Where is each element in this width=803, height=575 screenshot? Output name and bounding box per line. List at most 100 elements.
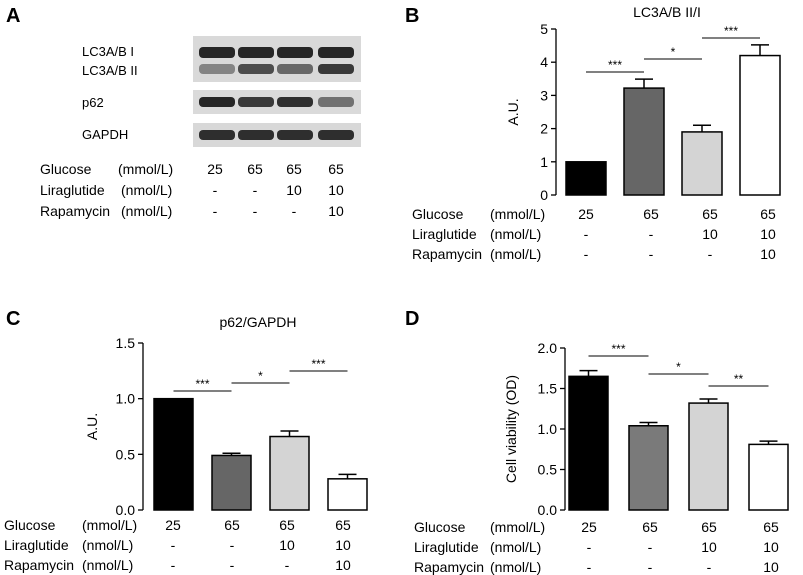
band-lc3-ii-lane-3 — [277, 64, 313, 74]
y-tick-label-0: 0.0 — [538, 502, 558, 518]
significance-label-3: *** — [724, 24, 738, 38]
band-gapdh-lane-4 — [318, 130, 354, 140]
band-lc3-ii-lane-4 — [318, 64, 354, 74]
bar-1 — [153, 397, 194, 511]
panel-letter-b: B — [405, 5, 419, 27]
condition-value-1-1: - — [230, 537, 235, 553]
bar-2 — [623, 87, 665, 196]
bar-3 — [681, 131, 723, 196]
condition-value-0-3: 65 — [760, 206, 776, 222]
condition-value-2-3: 10 — [328, 203, 344, 219]
condition-value-2-2: - — [285, 557, 290, 573]
blot-band-label-lc3-ii: LC3A/B II — [82, 63, 138, 78]
blot-band-label-p62: p62 — [82, 95, 104, 110]
bar-3 — [688, 402, 729, 511]
condition-value-2-3: 10 — [760, 246, 776, 262]
condition-value-2-2: - — [707, 559, 712, 575]
significance-label-1: *** — [611, 342, 625, 356]
condition-value-1-0: - — [171, 537, 176, 553]
significance-label-2: * — [676, 360, 681, 374]
band-lc3-i-lane-3 — [277, 47, 313, 58]
condition-unit-0: (mmol/L) — [490, 206, 545, 222]
condition-unit-0: (mmol/L) — [118, 161, 173, 177]
y-tick-label-3: 3 — [540, 87, 548, 103]
band-lc3-i-lane-4 — [318, 47, 354, 58]
y-tick-label-1: 0.5 — [538, 462, 558, 478]
condition-value-0-3: 65 — [335, 517, 351, 533]
y-axis-label: A.U. — [84, 413, 100, 440]
condition-value-1-0: - — [584, 226, 589, 242]
condition-unit-0: (mmol/L) — [490, 519, 545, 535]
chart-title: LC3A/B II/I — [633, 4, 701, 20]
band-lc3-i-lane-1 — [199, 47, 235, 58]
condition-value-1-1: - — [649, 226, 654, 242]
condition-unit-1: (nmol/L) — [121, 182, 172, 198]
y-tick-label-3: 1.5 — [538, 381, 558, 397]
condition-table-a: Glucose (mmol/L) 25 65 65 65 Liraglutide (nmol/… — [40, 161, 344, 219]
significance-label-1: *** — [608, 58, 622, 72]
y-tick-label-4: 2.0 — [538, 340, 558, 356]
condition-value-2-1: - — [648, 559, 653, 575]
band-p62-lane-2 — [238, 97, 274, 107]
y-tick-label-4: 4 — [540, 54, 548, 70]
condition-table-c: Glucose (mmol/L) 25 65 65 65 Liraglutide (nmol/… — [4, 517, 351, 573]
bar-3 — [269, 435, 310, 511]
condition-value-0-2: 65 — [279, 517, 295, 533]
condition-value-0-1: 65 — [247, 161, 263, 177]
condition-value-2-1: - — [253, 203, 258, 219]
condition-value-2-2: - — [708, 246, 713, 262]
condition-label-2: Rapamycin — [4, 557, 74, 573]
condition-value-0-0: 25 — [207, 161, 223, 177]
bar-4 — [739, 54, 781, 196]
band-gapdh-lane-2 — [238, 130, 274, 140]
significance-label-3: ** — [734, 372, 744, 386]
condition-unit-2: (nmol/L) — [490, 559, 541, 575]
condition-unit-0: (mmol/L) — [82, 517, 137, 533]
band-p62-lane-3 — [277, 97, 313, 107]
significance-label-1: *** — [195, 377, 209, 391]
condition-value-0-0: 25 — [578, 206, 594, 222]
condition-value-0-1: 65 — [642, 519, 658, 535]
condition-value-0-0: 25 — [165, 517, 181, 533]
condition-label-2: Rapamycin — [40, 203, 110, 219]
condition-unit-1: (nmol/L) — [490, 539, 541, 555]
condition-value-0-3: 65 — [763, 519, 779, 535]
band-gapdh-lane-3 — [277, 130, 313, 140]
bar-4 — [327, 478, 368, 511]
condition-value-2-1: - — [230, 557, 235, 573]
condition-value-2-0: - — [213, 203, 218, 219]
condition-value-1-3: 10 — [328, 182, 344, 198]
condition-value-1-3: 10 — [760, 226, 776, 242]
condition-value-1-0: - — [587, 539, 592, 555]
bar-2 — [211, 454, 252, 511]
condition-value-1-3: 10 — [763, 539, 779, 555]
condition-value-0-2: 65 — [702, 206, 718, 222]
condition-unit-2: (nmol/L) — [121, 203, 172, 219]
condition-value-2-3: 10 — [763, 559, 779, 575]
y-tick-label-5: 5 — [540, 21, 548, 37]
condition-value-0-1: 65 — [643, 206, 659, 222]
bar-2 — [628, 425, 669, 511]
y-axis-label: Cell viability (OD) — [503, 375, 519, 483]
condition-label-2: Rapamycin — [414, 559, 484, 575]
condition-value-1-1: - — [648, 539, 653, 555]
condition-label-1: Liraglutide — [40, 182, 105, 198]
condition-value-0-1: 65 — [224, 517, 240, 533]
panel-letter-c: C — [6, 308, 20, 330]
condition-unit-2: (nmol/L) — [82, 557, 133, 573]
bar-4 — [748, 443, 789, 511]
panel-letter-a: A — [6, 5, 20, 27]
band-p62-lane-1 — [199, 97, 235, 107]
blot-bands — [199, 47, 354, 140]
condition-value-1-2: 10 — [286, 182, 302, 198]
y-tick-label-1: 1 — [540, 154, 548, 170]
condition-table-b: Glucose (mmol/L) 25 65 65 65 Liraglutide (nmol/… — [412, 206, 776, 262]
band-lc3-ii-lane-1 — [199, 64, 235, 74]
condition-label-1: Liraglutide — [4, 537, 69, 553]
y-tick-label-2: 1.0 — [116, 391, 136, 407]
condition-value-1-2: 10 — [702, 226, 718, 242]
y-tick-label-1: 0.5 — [116, 446, 136, 462]
condition-label-1: Liraglutide — [412, 226, 477, 242]
condition-value-2-3: 10 — [335, 557, 351, 573]
